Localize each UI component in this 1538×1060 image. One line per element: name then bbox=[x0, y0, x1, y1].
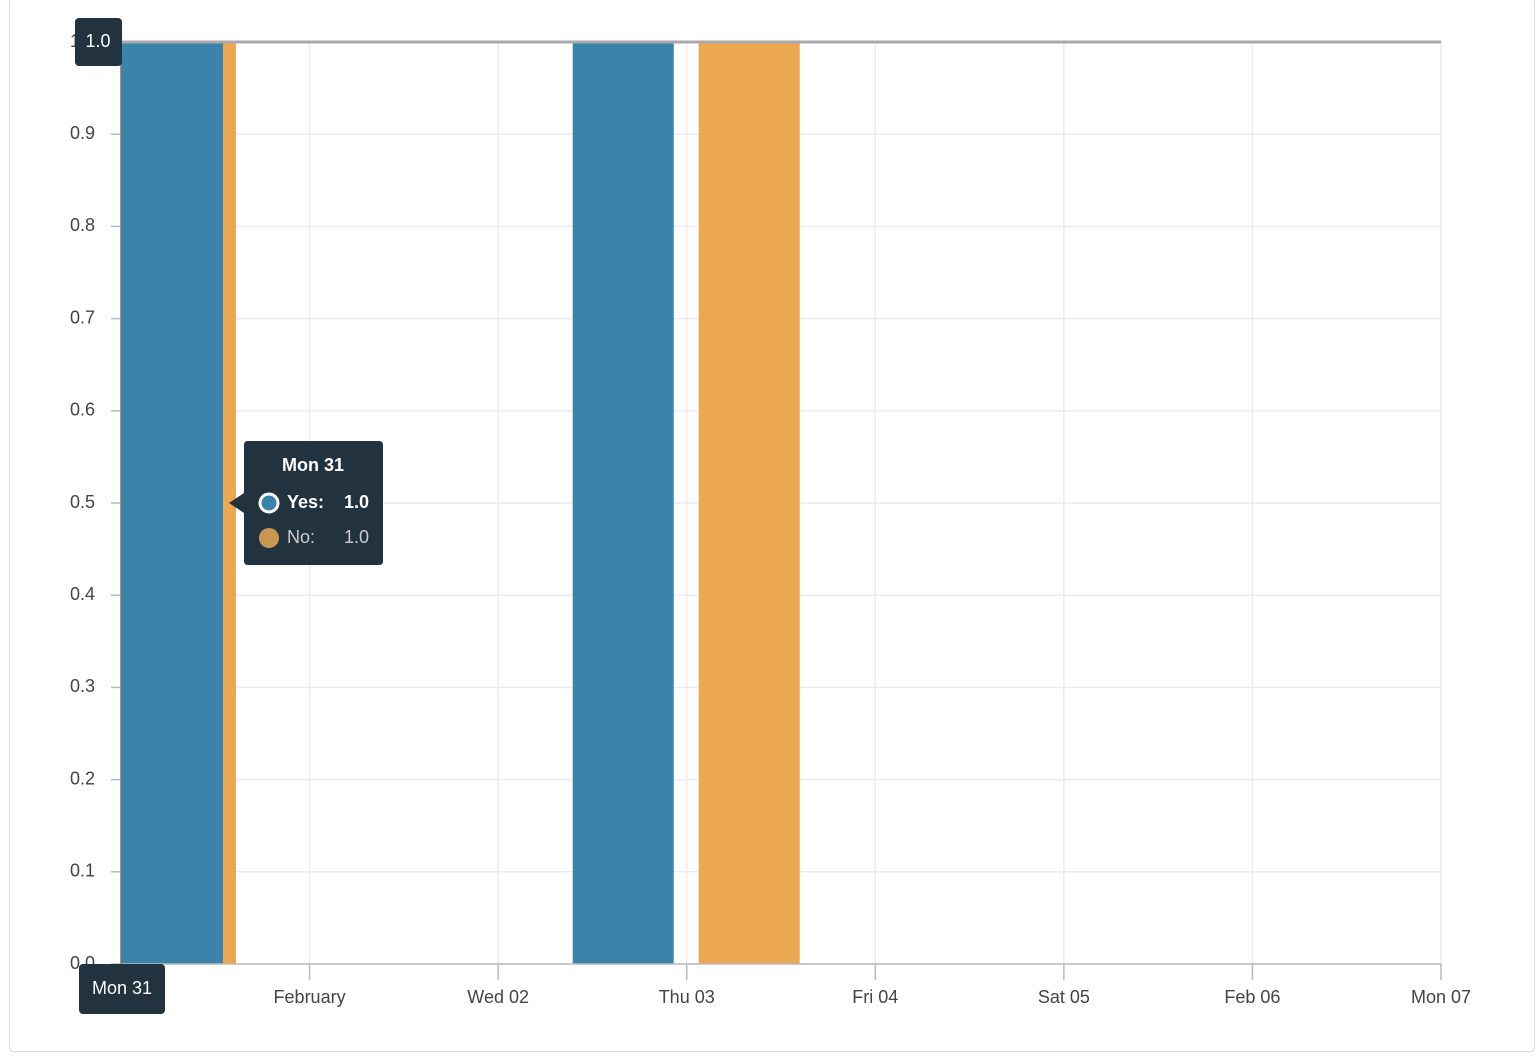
crosshair-x-box bbox=[79, 964, 165, 1014]
tooltip-label: Yes: bbox=[287, 492, 324, 512]
tooltip-label: No: bbox=[287, 527, 315, 547]
crosshair-y-label: 1.0 bbox=[85, 31, 110, 51]
y-tick-label: 0.8 bbox=[70, 215, 95, 235]
chart-card bbox=[9, 0, 1535, 1052]
y-tick-label: 0.5 bbox=[70, 492, 95, 512]
crosshair-y-box bbox=[75, 18, 122, 66]
tooltip-marker bbox=[259, 528, 279, 548]
y-tick-label: 0.7 bbox=[70, 307, 95, 327]
y-tick-label: 0.9 bbox=[70, 123, 95, 143]
x-tick-label: Mon 07 bbox=[1411, 987, 1471, 1007]
y-tick-label: 0.6 bbox=[70, 400, 95, 420]
x-tick-label: Sat 05 bbox=[1038, 987, 1090, 1007]
y-tick-label: 0.1 bbox=[70, 861, 95, 881]
tooltip-value: 1.0 bbox=[344, 492, 369, 512]
y-tick-label: 0.3 bbox=[70, 676, 95, 696]
y-tick-label: 0.4 bbox=[70, 584, 95, 604]
tooltip: Mon 31 Yes: 1.0 No: 1.0 bbox=[229, 441, 383, 565]
tooltip-value: 1.0 bbox=[344, 527, 369, 547]
bar bbox=[121, 42, 223, 964]
tooltip-title: Mon 31 bbox=[282, 455, 344, 475]
bars bbox=[121, 42, 800, 964]
y-tick-label: 0.2 bbox=[70, 768, 95, 788]
x-tick-label: Feb 06 bbox=[1224, 987, 1280, 1007]
x-tick-label: Thu 03 bbox=[659, 987, 715, 1007]
x-tick-label: February bbox=[274, 987, 346, 1007]
tooltip-marker bbox=[258, 492, 280, 514]
bar bbox=[572, 42, 674, 964]
x-tick-label: Fri 04 bbox=[852, 987, 898, 1007]
x-tick-label: Wed 02 bbox=[467, 987, 529, 1007]
bar bbox=[698, 42, 800, 964]
crosshair-x-label: Mon 31 bbox=[92, 978, 152, 998]
